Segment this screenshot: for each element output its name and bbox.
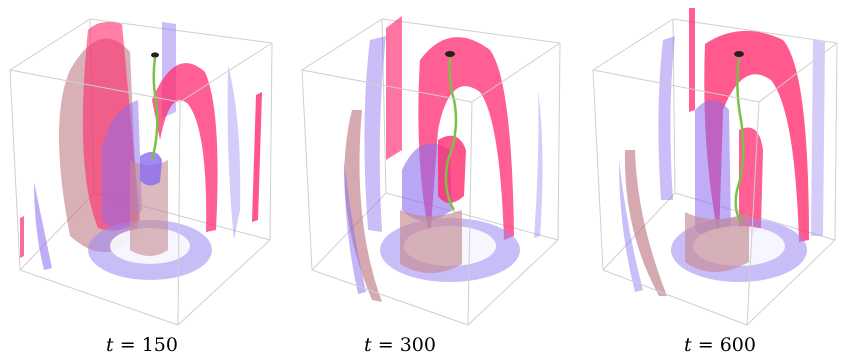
panel-t150 <box>0 0 282 330</box>
magenta-left-strip <box>689 8 695 112</box>
inner-cylinder <box>400 210 462 273</box>
caption-t600: t = 600 <box>684 334 756 356</box>
bounding-box-front <box>301 18 561 326</box>
scroll-wave-render-t150 <box>9 18 273 326</box>
violet-right-sheet <box>811 40 825 236</box>
violet-back-sheet <box>658 36 675 200</box>
violet-left-fragment <box>34 182 52 270</box>
magenta-hood <box>418 37 514 241</box>
inner-cylinder <box>685 212 749 272</box>
caption-t300: t = 300 <box>364 334 436 356</box>
violet-core <box>140 151 162 186</box>
filament-tip <box>445 51 455 57</box>
magenta-left-strip <box>386 16 402 160</box>
magenta-hood-right <box>152 63 218 232</box>
filament <box>444 57 458 211</box>
violet-right-sheet <box>227 65 241 240</box>
mauve-outer-surface <box>344 110 382 302</box>
filament-tip <box>151 52 159 58</box>
violet-back-sheet <box>364 36 386 232</box>
panel-t300 <box>290 0 572 330</box>
caption-t150: t = 150 <box>106 334 178 356</box>
scroll-wave-render-t300 <box>301 16 561 326</box>
filament <box>734 57 745 223</box>
inner-cylinder <box>130 160 168 256</box>
mauve-outer-surface <box>624 150 667 296</box>
bounding-box-front <box>592 18 838 326</box>
bounding-box-front <box>9 18 273 326</box>
magenta-left-fragment <box>20 216 24 258</box>
filament-tip <box>734 51 744 57</box>
scroll-wave-render-t600 <box>592 8 838 326</box>
violet-left-fragment <box>344 160 366 294</box>
panel-t600 <box>563 0 845 330</box>
magenta-right-strip <box>252 92 262 222</box>
violet-right-sheet <box>534 90 543 238</box>
violet-left-fragment <box>619 160 643 292</box>
magenta-core <box>438 135 466 203</box>
violet-inner-sheet <box>695 100 731 237</box>
magenta-core <box>739 127 763 234</box>
filament <box>150 57 159 161</box>
